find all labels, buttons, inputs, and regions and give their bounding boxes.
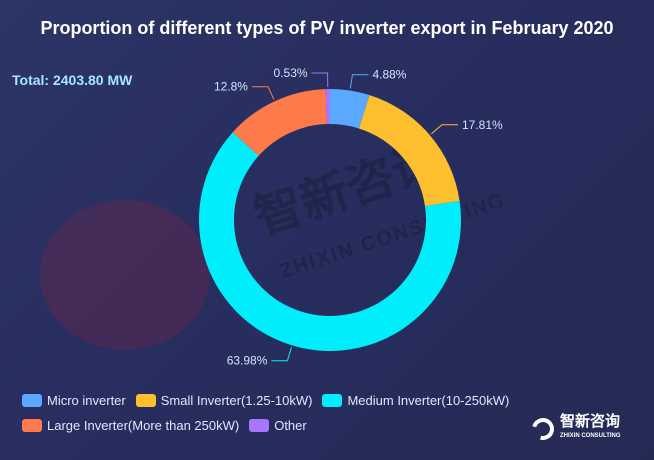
legend-swatch (135, 394, 156, 407)
leader-line-3 (251, 86, 275, 100)
legend-item-3[interactable]: Large Inverter(More than 250kW) (22, 418, 239, 433)
slice-2[interactable] (199, 132, 461, 351)
leader-line-1 (430, 124, 458, 135)
data-label-3: 12.8% (214, 80, 248, 94)
legend-label: Medium Inverter(10-250kW) (347, 393, 510, 408)
legend-swatch (22, 394, 42, 407)
watermark-logo-circle (40, 200, 210, 350)
legend-item-4[interactable]: Other (249, 418, 307, 433)
legend-swatch (22, 419, 42, 432)
legend-label: Large Inverter(More than 250kW) (47, 418, 240, 433)
chart-title: Proportion of different types of PV inve… (40, 18, 614, 38)
data-label-4: 0.53% (274, 66, 308, 80)
legend: Micro inverter Small Inverter(1.25-10kW) M… (22, 393, 582, 443)
legend-label: Micro inverter (47, 393, 126, 408)
logo-icon (527, 413, 559, 445)
legend-label: Other (274, 418, 307, 433)
slice-3[interactable] (232, 89, 327, 156)
data-label-0: 4.88% (372, 68, 406, 82)
data-label-1: 17.81% (462, 118, 503, 132)
leader-line-0 (349, 74, 369, 89)
legend-swatch (249, 419, 270, 432)
leader-line-2 (271, 347, 292, 362)
legend-item-0[interactable]: Micro inverter (22, 393, 126, 408)
data-label-2: 63.98% (227, 354, 268, 368)
brand-logo: 智新咨询 ZHIXIN CONSULTING (527, 413, 621, 445)
logo-subtext: ZHIXIN CONSULTING (560, 433, 621, 439)
legend-item-1[interactable]: Small Inverter(1.25-10kW) (135, 393, 313, 408)
slice-4[interactable] (325, 89, 330, 125)
legend-label: Small Inverter(1.25-10kW) (160, 393, 313, 408)
leader-line-4 (311, 72, 329, 88)
total-label: Total: 2403.80 MW (12, 72, 133, 88)
legend-item-2[interactable]: Medium Inverter(10-250kW) (322, 393, 509, 408)
legend-swatch (322, 394, 343, 407)
slice-0[interactable] (330, 89, 370, 129)
slice-1[interactable] (358, 95, 460, 207)
logo-text: 智新咨询 (560, 413, 621, 430)
